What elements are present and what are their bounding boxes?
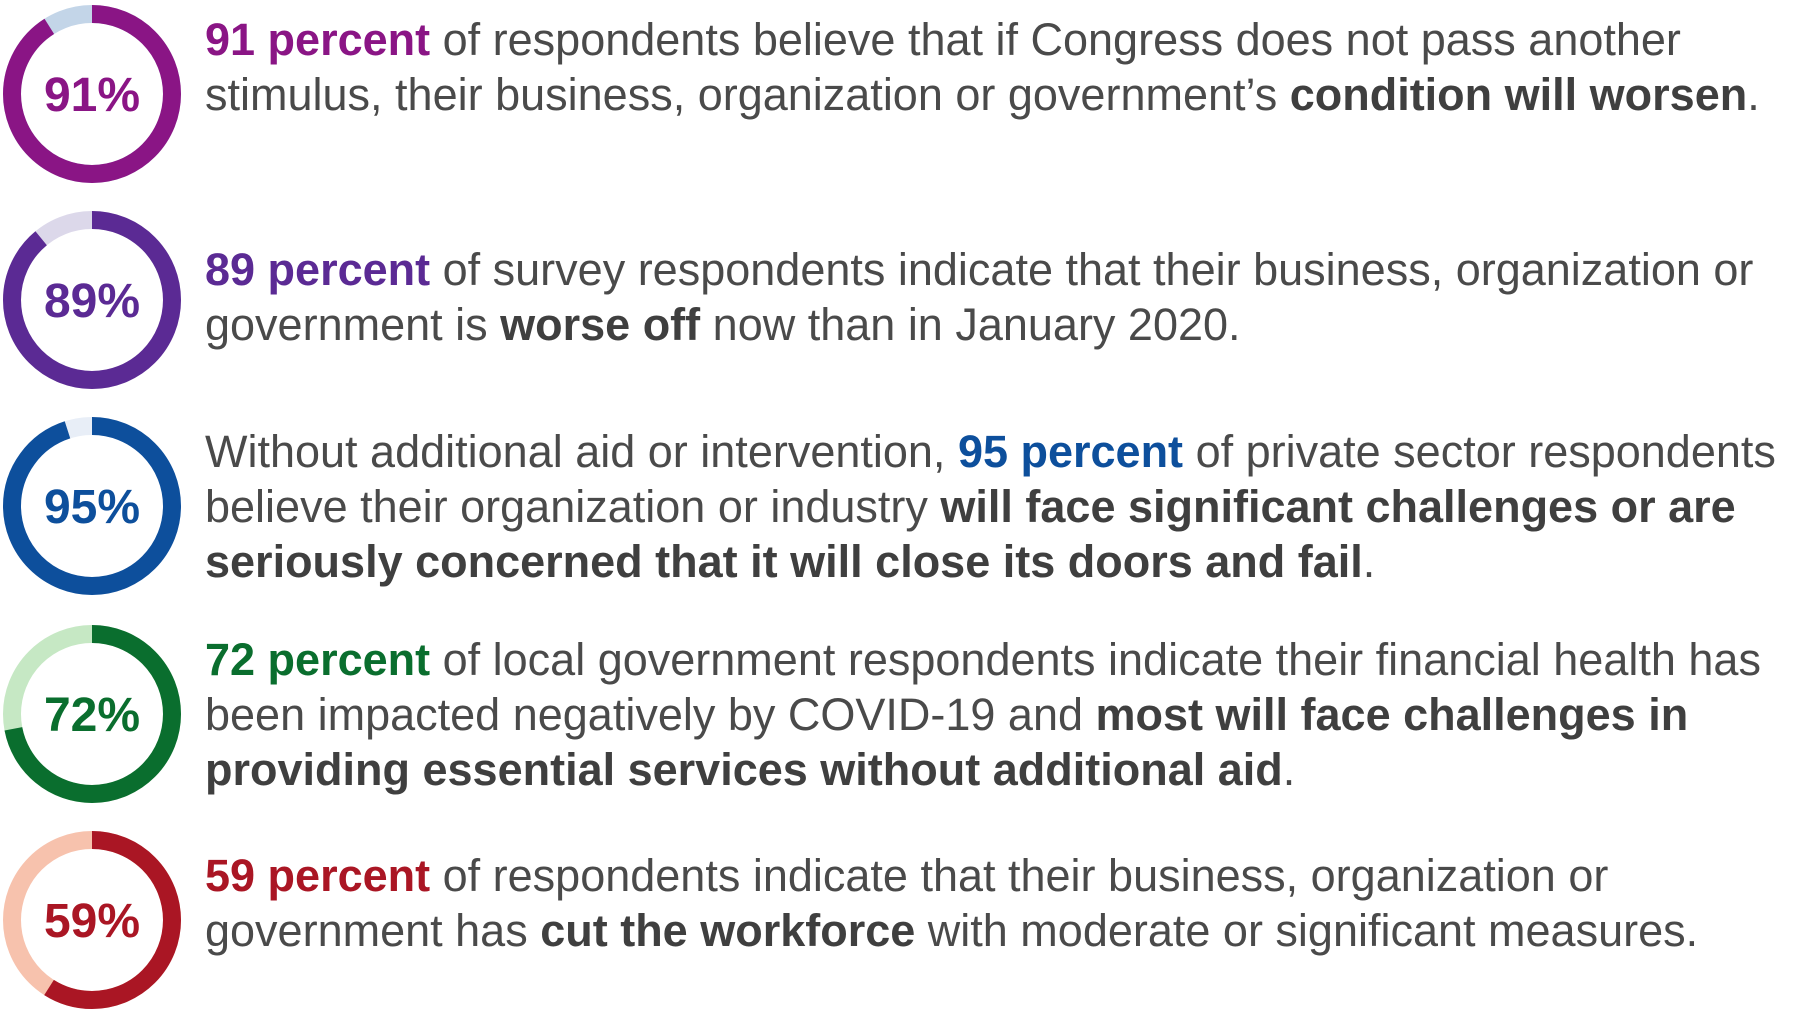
stat-highlight: 91 percent	[205, 14, 431, 65]
stat-text-end: .	[1282, 744, 1296, 795]
stat-text-end: with moderate or significant measures.	[915, 905, 1699, 956]
stat-row: 59% 59 percent of respondents indicate t…	[0, 828, 1800, 1028]
donut-value-arc	[3, 625, 181, 803]
stat-text-part: of survey respondents indicate that thei…	[205, 244, 1754, 350]
stat-row: 95% Without additional aid or interventi…	[0, 414, 1800, 614]
stat-text-part: of local government respondents indicate…	[205, 634, 1761, 740]
stat-description: 59 percent of respondents indicate that …	[205, 848, 1790, 958]
stat-row: 89% 89 percent of survey respondents ind…	[0, 208, 1800, 408]
stat-description: Without additional aid or intervention, …	[205, 424, 1790, 589]
donut-label: 59%	[44, 895, 140, 948]
stat-row: 72% 72 percent of local government respo…	[0, 622, 1800, 822]
donut-svg: 59%	[3, 831, 181, 1009]
stat-emphasis: cut the workforce	[540, 905, 916, 956]
stat-emphasis: will face significant challenges or are …	[205, 481, 1736, 587]
stat-row: 91% 91 percent of respondents believe th…	[0, 2, 1800, 202]
donut-chart: 59%	[0, 828, 184, 1012]
stat-text-part: of respondents indicate that their busin…	[205, 850, 1609, 956]
stat-text-part: of respondents believe that if Congress …	[205, 14, 1681, 120]
donut-value-arc	[3, 831, 181, 1009]
donut-label: 91%	[44, 69, 140, 122]
stat-emphasis: condition will worsen	[1289, 69, 1748, 120]
stat-highlight: 72 percent	[205, 634, 431, 685]
stat-description: 91 percent of respondents believe that i…	[205, 12, 1790, 122]
stat-description: 89 percent of survey respondents indicat…	[205, 242, 1790, 352]
donut-value-arc	[3, 211, 181, 389]
stat-highlight: 95 percent	[957, 426, 1184, 477]
donut-svg: 95%	[3, 417, 181, 595]
stat-text-end: .	[1747, 69, 1760, 120]
donut-value-arc	[3, 417, 181, 595]
stat-text-part: of private sector respondents believe th…	[205, 426, 1776, 532]
donut-chart: 72%	[0, 622, 184, 806]
donut-label: 89%	[44, 275, 140, 328]
stat-text-end: .	[1362, 536, 1376, 587]
stat-text-intro: Without additional aid or intervention,	[205, 426, 958, 477]
donut-value-arc	[3, 5, 181, 183]
donut-svg: 72%	[3, 625, 181, 803]
stat-highlight: 89 percent	[205, 244, 431, 295]
stat-highlight: 59 percent	[205, 850, 431, 901]
donut-svg: 91%	[3, 5, 181, 183]
stat-description: 72 percent of local government responden…	[205, 632, 1790, 797]
donut-label: 72%	[44, 689, 140, 742]
donut-chart: 89%	[0, 208, 184, 392]
donut-chart: 95%	[0, 414, 184, 598]
stat-emphasis: worse off	[500, 299, 701, 350]
donut-label: 95%	[44, 481, 140, 534]
stat-emphasis: most will face challenges in providing e…	[205, 689, 1689, 795]
donut-chart: 91%	[0, 2, 184, 186]
stat-text-end: now than in January 2020.	[700, 299, 1241, 350]
donut-svg: 89%	[3, 211, 181, 389]
